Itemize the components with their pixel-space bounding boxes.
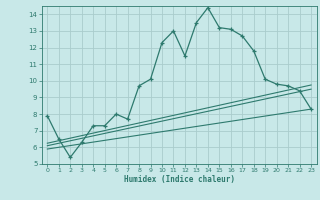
X-axis label: Humidex (Indice chaleur): Humidex (Indice chaleur)	[124, 175, 235, 184]
